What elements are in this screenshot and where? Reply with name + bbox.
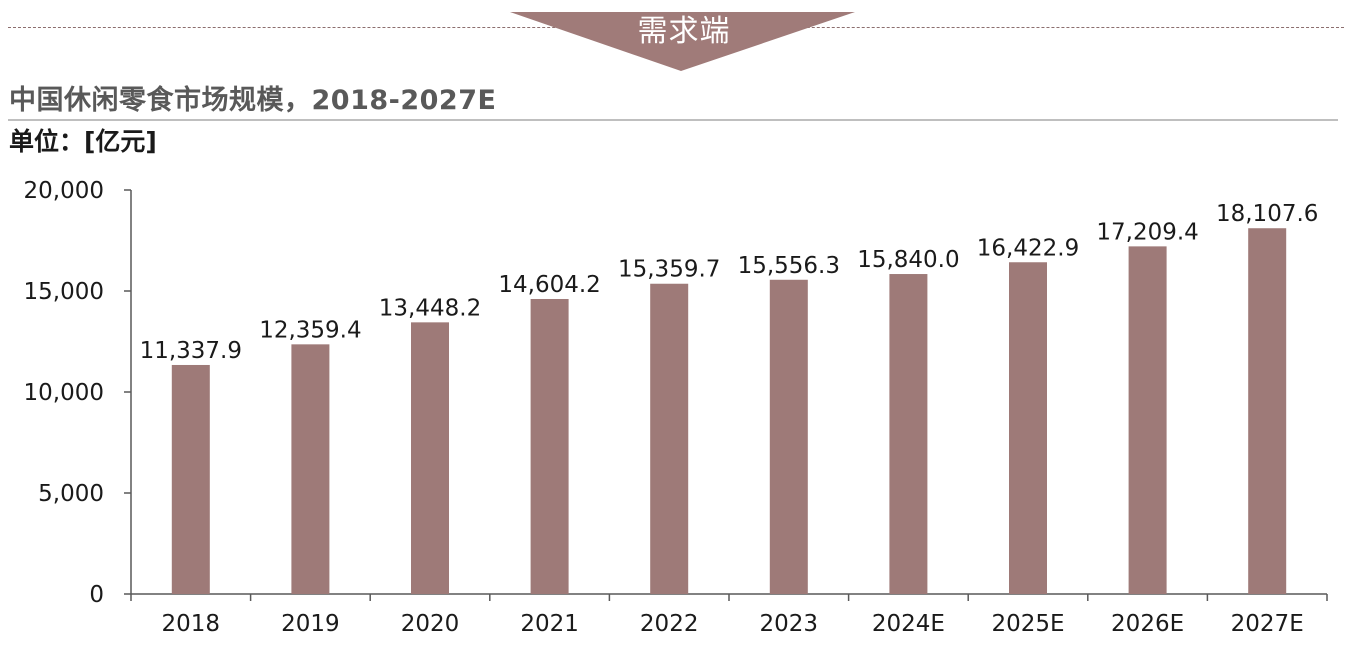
x-tick-label: 2018 <box>162 611 221 637</box>
x-tick-label: 2021 <box>520 611 579 637</box>
bar <box>1009 262 1047 594</box>
x-tick-label: 2025E <box>991 611 1064 637</box>
data-label: 15,359.7 <box>618 257 720 283</box>
data-label: 18,107.6 <box>1216 201 1318 227</box>
y-tick-label: 10,000 <box>24 380 104 406</box>
bar <box>530 298 569 594</box>
data-label: 15,840.0 <box>857 247 959 273</box>
bar <box>1248 228 1287 594</box>
data-label: 14,604.2 <box>498 272 600 298</box>
x-tick-label: 2027E <box>1231 611 1304 637</box>
bar <box>171 364 210 594</box>
y-tick-label: 20,000 <box>24 178 104 204</box>
banner-arrow-shape <box>510 12 855 71</box>
bar <box>650 283 689 594</box>
x-tick-label: 2023 <box>760 611 819 637</box>
title-underline <box>8 119 1338 121</box>
x-tick-label: 2026E <box>1111 611 1184 637</box>
bar <box>1128 246 1167 594</box>
data-label: 13,448.2 <box>379 295 481 321</box>
x-tick-label: 2022 <box>640 611 699 637</box>
data-label: 11,337.9 <box>140 338 242 364</box>
bar <box>291 344 330 594</box>
y-tick-label: 0 <box>89 582 104 608</box>
data-label: 12,359.4 <box>259 317 361 343</box>
data-label: 16,422.9 <box>977 235 1079 261</box>
y-tick-label: 15,000 <box>24 279 104 305</box>
bar <box>411 322 449 594</box>
unit-label: 单位：[亿元] <box>9 127 157 156</box>
bar <box>889 274 928 594</box>
page-title: 中国休闲零食市场规模，2018-2027E <box>9 85 497 116</box>
y-tick-label: 5,000 <box>38 481 104 507</box>
data-label: 17,209.4 <box>1096 219 1198 245</box>
bar <box>769 279 808 594</box>
data-label: 15,556.3 <box>738 253 840 279</box>
x-tick-label: 2020 <box>401 611 460 637</box>
x-tick-label: 2024E <box>872 611 945 637</box>
x-tick-label: 2019 <box>281 611 340 637</box>
section-banner <box>510 12 855 71</box>
banner-label: 需求端 <box>637 14 731 49</box>
